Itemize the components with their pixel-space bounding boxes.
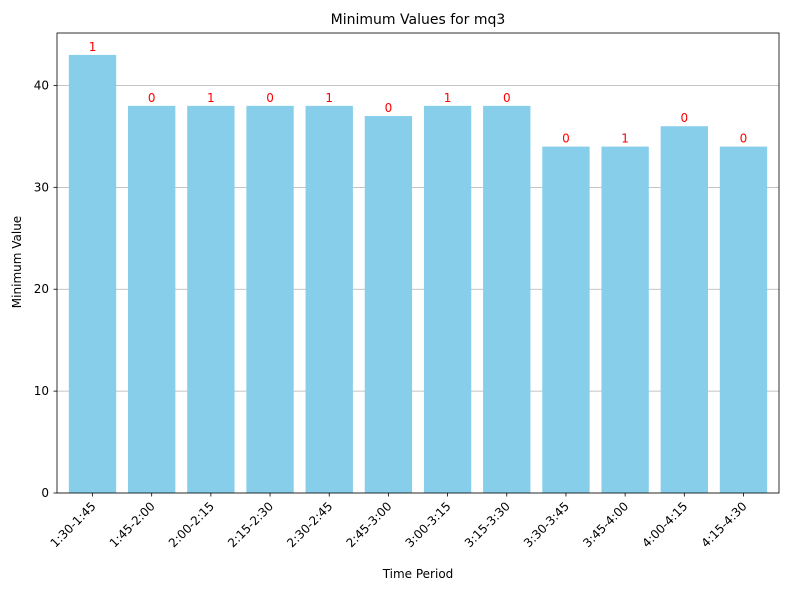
bar [305, 105, 353, 493]
bar [423, 105, 472, 493]
bars-layer [68, 54, 768, 494]
y-tick-label: 0 [41, 486, 49, 500]
bar-annotation: 0 [266, 91, 274, 105]
axes-layer [56, 32, 780, 494]
y-axis-label: Minimum Value [10, 216, 24, 308]
bar [187, 105, 235, 493]
x-axis-label: Time Period [382, 567, 454, 581]
y-ticks-layer: 0 10 20 30 40 [34, 78, 57, 500]
bar [68, 54, 117, 494]
chart-title: Minimum Values for mq3 [331, 12, 506, 28]
y-tick-label: 20 [34, 282, 49, 296]
bar [128, 105, 176, 493]
bar [719, 146, 768, 493]
bar-annotation: 1 [621, 132, 629, 146]
bar-annotation: 1 [89, 40, 97, 54]
bar [660, 126, 708, 493]
bar-annotation: 1 [444, 91, 452, 105]
bar [542, 146, 590, 493]
bar-annotation: 1 [325, 91, 333, 105]
y-tick-label: 10 [34, 384, 49, 398]
bar-annotation: 1 [207, 91, 215, 105]
bar-annotation: 0 [680, 111, 688, 125]
bar-annotation: 0 [740, 132, 748, 146]
bar [246, 105, 294, 493]
annotations-layer: 1 0 1 0 1 0 1 0 0 1 0 0 [89, 40, 748, 146]
bar-annotation: 0 [503, 91, 511, 105]
y-tick-label: 40 [34, 78, 49, 92]
bar-annotation: 0 [148, 91, 156, 105]
bar-annotation: 0 [562, 132, 570, 146]
bar-annotation: 0 [385, 101, 393, 115]
bar [601, 146, 649, 493]
bar [483, 105, 531, 493]
bar [364, 116, 413, 493]
y-tick-label: 30 [34, 180, 49, 194]
axes-frame [56, 32, 780, 494]
